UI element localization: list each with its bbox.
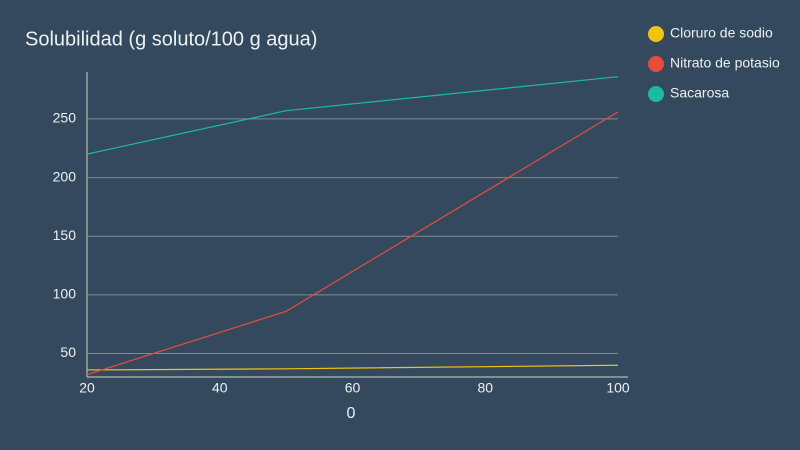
x-tick-label: 80: [477, 380, 493, 396]
legend-marker: [648, 86, 664, 102]
y-tick-label: 200: [53, 168, 77, 184]
x-axis-label: 0: [347, 405, 356, 422]
legend-label: Sacarosa: [670, 85, 729, 101]
series-line: [86, 364, 619, 371]
x-tick-label: 40: [212, 380, 228, 396]
legend-marker: [648, 26, 664, 42]
y-tick-label: 150: [53, 227, 77, 243]
chart-title: Solubilidad (g soluto/100 g agua): [25, 28, 317, 50]
y-tick-label: 100: [53, 286, 77, 302]
series-line: [86, 111, 619, 376]
legend-marker: [648, 56, 664, 72]
y-tick-label: 50: [60, 344, 76, 360]
x-tick-label: 60: [345, 380, 361, 396]
legend-label: Nitrato de potasio: [670, 55, 780, 71]
x-tick-label: 20: [79, 380, 95, 396]
y-tick-label: 250: [53, 110, 77, 126]
x-tick-label: 100: [606, 380, 630, 396]
series-line: [86, 76, 619, 155]
legend-label: Cloruro de sodio: [670, 25, 773, 41]
